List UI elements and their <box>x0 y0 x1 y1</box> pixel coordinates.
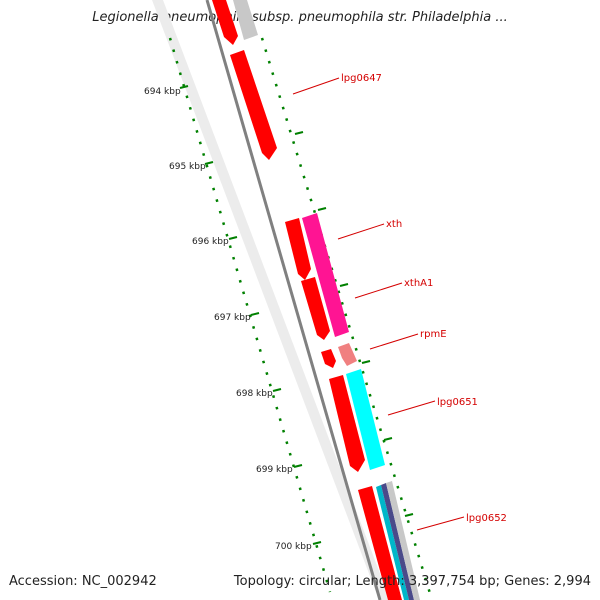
major-tick <box>204 161 214 165</box>
major-tick <box>317 207 327 211</box>
label-leader-line <box>387 400 436 416</box>
gene-label-lpg0647[interactable]: lpg0647 <box>341 73 382 84</box>
kbp-label: 699 kbp <box>256 465 293 475</box>
major-tick <box>312 541 322 545</box>
kbp-label: 696 kbp <box>192 237 229 247</box>
gene-label-lpg0652[interactable]: lpg0652 <box>466 513 507 524</box>
tick-track-left <box>168 37 332 593</box>
major-tick <box>250 312 260 316</box>
gene-label-xth[interactable]: xth <box>386 219 402 230</box>
label-leader-line <box>416 516 465 531</box>
kbp-label: 697 kbp <box>214 313 251 323</box>
accession-text: Accession: NC_002942 <box>9 574 157 589</box>
major-tick <box>294 131 304 135</box>
gene-feature-rpmE[interactable] <box>338 343 357 366</box>
kbp-label: 694 kbp <box>144 87 181 97</box>
kbp-label: 700 kbp <box>275 542 312 552</box>
major-tick <box>361 360 371 364</box>
gene-feature-lpg0651[interactable] <box>346 369 385 470</box>
label-leader-line <box>354 282 403 299</box>
major-tick <box>228 236 238 240</box>
gene-feature-lpg0652-grey[interactable] <box>386 481 420 600</box>
gene-feature-lpg0652-red[interactable] <box>358 486 402 600</box>
major-tick <box>339 283 349 287</box>
kbp-label: 698 kbp <box>236 389 273 399</box>
label-leader-line <box>369 333 419 350</box>
gene-feature-small-red[interactable] <box>321 349 336 368</box>
label-leader-line <box>337 223 385 240</box>
major-tick <box>179 85 189 89</box>
major-tick <box>272 388 282 392</box>
gene-label-xthA1[interactable]: xthA1 <box>404 278 433 289</box>
backbone-strip <box>152 0 390 600</box>
gene-feature-xthA1-red[interactable] <box>301 277 330 340</box>
label-leader-line <box>292 77 340 95</box>
gene-feature-xth[interactable] <box>302 213 349 337</box>
gene-feature-top-grey[interactable] <box>233 0 258 40</box>
kbp-label: 695 kbp <box>169 162 206 172</box>
tick-track-right <box>260 37 434 600</box>
gene-label-lpg0651[interactable]: lpg0651 <box>437 397 478 408</box>
gene-feature-lpg0652-cyan[interactable] <box>376 485 409 600</box>
summary-text: Topology: circular; Length: 3,397,754 bp… <box>233 574 591 589</box>
gene-feature-lpg0647[interactable] <box>230 50 277 160</box>
major-tick <box>293 464 303 468</box>
gene-label-rpmE[interactable]: rpmE <box>420 329 447 340</box>
backbone-line <box>205 0 382 600</box>
gene-feature-top[interactable] <box>212 0 238 45</box>
major-tick <box>404 513 414 517</box>
gene-feature-xth-red[interactable] <box>285 218 311 280</box>
map-title: Legionella pneumophila subsp. pneumophil… <box>92 10 508 25</box>
gene-feature-lpg0651-red[interactable] <box>329 375 365 472</box>
gene-feature-lpg0652-blue[interactable] <box>381 483 414 600</box>
major-tick <box>383 437 393 441</box>
